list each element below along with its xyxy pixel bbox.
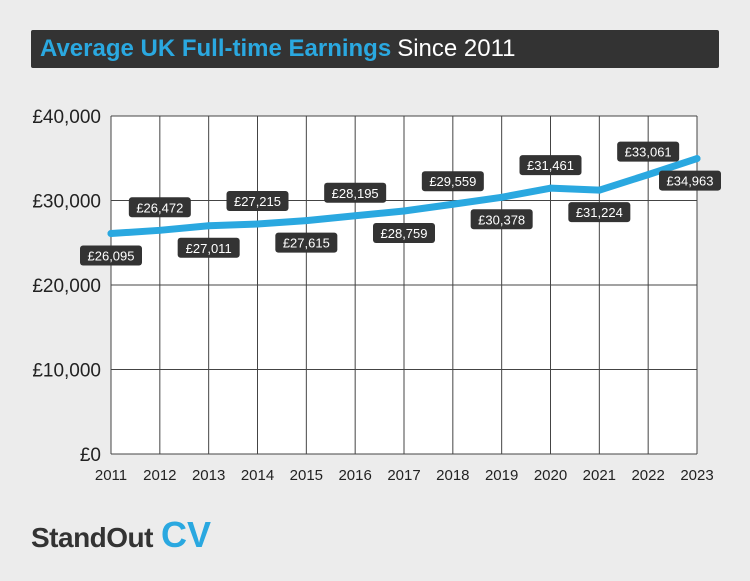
data-point xyxy=(498,193,506,201)
data-label: £29,559 xyxy=(429,174,476,189)
x-tick-label: 2011 xyxy=(95,467,127,484)
data-label-box xyxy=(421,171,484,192)
data-label: £34,963 xyxy=(667,174,714,189)
y-tick-label: £30,000 xyxy=(32,192,101,213)
y-tick-label: £20,000 xyxy=(32,276,101,297)
data-point xyxy=(449,200,457,208)
data-label: £27,011 xyxy=(186,241,232,256)
x-tick-label: 2016 xyxy=(338,467,371,484)
data-label-box xyxy=(275,232,338,253)
x-tick-label: 2020 xyxy=(534,467,567,484)
data-label: £27,615 xyxy=(283,236,330,251)
data-label: £28,195 xyxy=(332,186,379,201)
data-point xyxy=(254,220,261,228)
data-point xyxy=(644,171,652,179)
x-tick-label: 2013 xyxy=(192,467,225,484)
chart-title-bar: Average UK Full-time Earnings Since 2011 xyxy=(31,30,719,68)
brand-logo: StandOut CV xyxy=(31,514,211,556)
data-label-box xyxy=(324,182,387,203)
data-label-box xyxy=(519,155,582,176)
data-point xyxy=(547,184,554,192)
data-point xyxy=(107,229,115,237)
data-label-box xyxy=(226,191,289,212)
data-label-box xyxy=(568,202,631,223)
data-point xyxy=(302,217,310,225)
x-tick-label: 2012 xyxy=(143,467,176,484)
data-label: £28,759 xyxy=(381,226,428,241)
x-tick-label: 2014 xyxy=(241,467,274,484)
x-tick-label: 2015 xyxy=(290,467,323,484)
data-label-box xyxy=(373,222,435,243)
data-label-box xyxy=(617,141,680,162)
data-point xyxy=(400,207,408,215)
data-label: £26,472 xyxy=(136,200,183,215)
x-tick-label: 2019 xyxy=(485,467,518,484)
data-label-box xyxy=(80,245,142,266)
brand-name: StandOut xyxy=(31,522,154,553)
brand-cv: CV xyxy=(161,514,212,555)
x-tick-label: 2021 xyxy=(583,467,616,484)
chart-title: Average UK Full-time Earnings xyxy=(40,35,392,62)
x-tick-label: 2023 xyxy=(680,467,713,484)
data-point xyxy=(205,222,213,230)
data-point xyxy=(351,212,359,220)
data-label-box xyxy=(659,170,721,191)
x-tick-label: 2018 xyxy=(436,467,469,484)
chart-subtitle: Since 2011 xyxy=(397,35,516,62)
data-label: £31,224 xyxy=(576,205,623,220)
data-label: £33,061 xyxy=(625,145,672,160)
data-label: £30,378 xyxy=(478,212,525,227)
data-point xyxy=(595,186,603,194)
data-label-box xyxy=(177,237,240,258)
data-point xyxy=(693,155,701,163)
data-label: £31,461 xyxy=(527,158,574,173)
data-label: £26,095 xyxy=(88,248,135,263)
data-label-box xyxy=(470,209,533,230)
data-label-box xyxy=(128,197,191,218)
data-label: £27,215 xyxy=(234,194,281,209)
x-tick-label: 2022 xyxy=(631,467,664,484)
data-point xyxy=(156,226,164,234)
x-tick-label: 2017 xyxy=(387,467,420,484)
y-tick-label: £10,000 xyxy=(32,361,101,382)
y-tick-label: £0 xyxy=(80,445,101,466)
y-tick-label: £40,000 xyxy=(32,107,101,128)
